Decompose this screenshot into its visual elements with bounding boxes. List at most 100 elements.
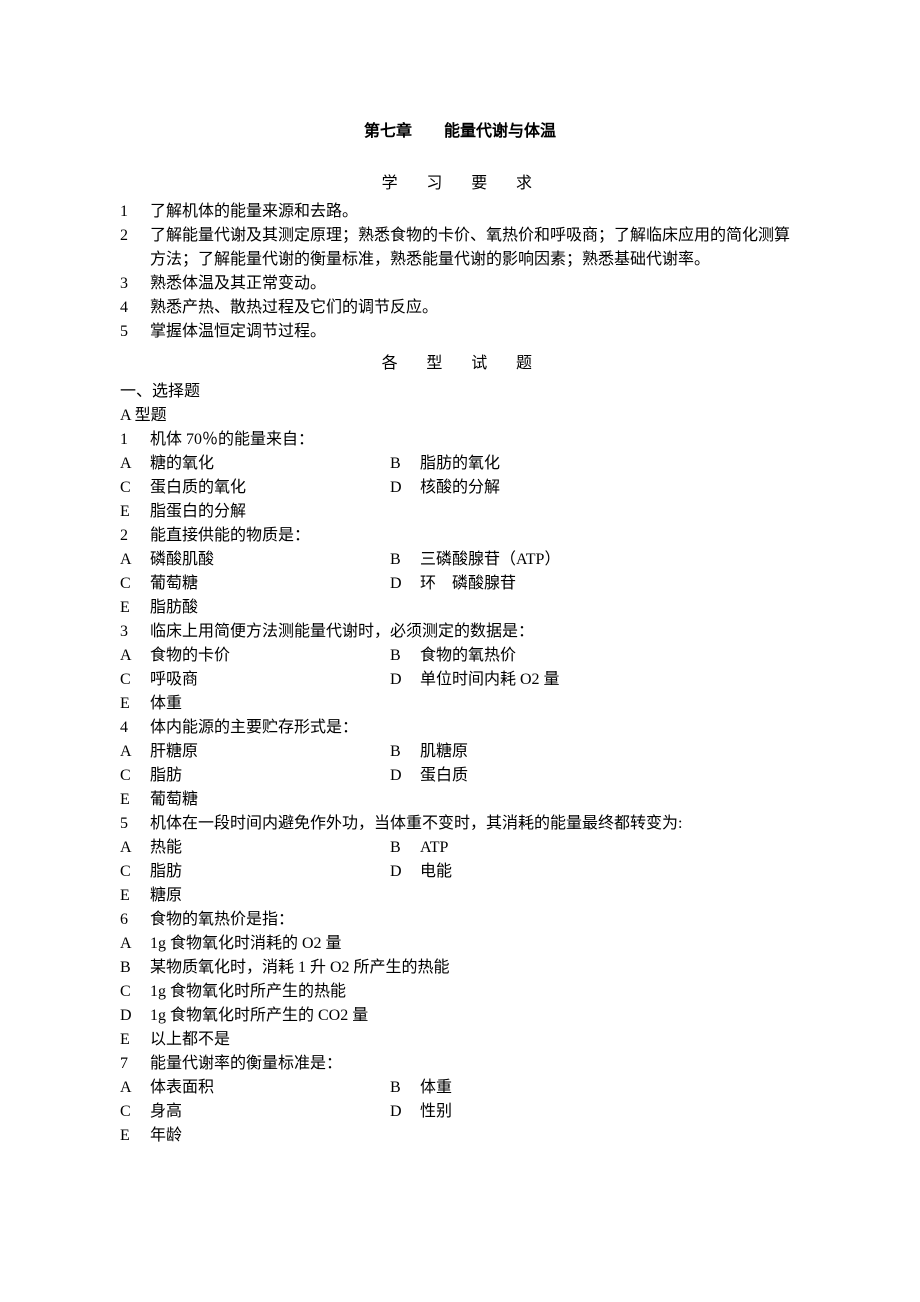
requirement-row: 2了解能量代谢及其测定原理；熟悉食物的卡价、氧热价和呼吸商；了解临床应用的简化测… [120, 224, 800, 272]
option-text: 核酸的分解 [420, 476, 800, 500]
option-letter: A [120, 452, 150, 476]
option: C呼吸商 [120, 668, 390, 692]
option-text: 1g 食物氧化时所产生的 CO2 量 [150, 1004, 800, 1028]
option-row: A磷酸肌酸B三磷酸腺苷（ATP） [120, 548, 800, 572]
option-letter: A [120, 644, 150, 668]
option-letter: E [120, 788, 150, 812]
option-letter: B [390, 548, 420, 572]
option-text: 脂肪 [150, 764, 390, 788]
option: B食物的氧热价 [390, 644, 800, 668]
option-text: 热能 [150, 836, 390, 860]
requirement-row: 1了解机体的能量来源和去路。 [120, 200, 800, 224]
option-text: 肌糖原 [420, 740, 800, 764]
option-letter: B [120, 956, 150, 980]
option-text: 体重 [150, 692, 390, 716]
option-text: 呼吸商 [150, 668, 390, 692]
option-row: D1g 食物氧化时所产生的 CO2 量 [120, 1004, 800, 1028]
option: A糖的氧化 [120, 452, 390, 476]
option-text: 年龄 [150, 1124, 390, 1148]
option-text: 1g 食物氧化时所产生的热能 [150, 980, 800, 1004]
requirement-number: 2 [120, 224, 150, 248]
question-number: 3 [120, 620, 150, 644]
option-text: 脂肪 [150, 860, 390, 884]
option-text: 糖的氧化 [150, 452, 390, 476]
option-row: A糖的氧化B脂肪的氧化 [120, 452, 800, 476]
question-stem-row: 1机体 70％的能量来自： [120, 428, 800, 452]
option-letter: D [390, 1100, 420, 1124]
question-number: 4 [120, 716, 150, 740]
option: D环 磷酸腺苷 [390, 572, 800, 596]
option-letter: A [120, 932, 150, 956]
requirement-text: 了解机体的能量来源和去路。 [150, 200, 800, 224]
option-letter: C [120, 668, 150, 692]
option-row: C身高D性别 [120, 1100, 800, 1124]
option-text: ATP [420, 836, 800, 860]
sub-heading: A 型题 [120, 404, 800, 428]
question-stem: 临床上用简便方法测能量代谢时，必须测定的数据是： [150, 620, 800, 644]
option-letter: D [390, 764, 420, 788]
option: C葡萄糖 [120, 572, 390, 596]
option: A肝糖原 [120, 740, 390, 764]
option: E脂蛋白的分解 [120, 500, 390, 524]
option-row: C1g 食物氧化时所产生的热能 [120, 980, 800, 1004]
question-stem: 能直接供能的物质是： [150, 524, 800, 548]
option-row: E葡萄糖 [120, 788, 800, 812]
option-letter: C [120, 572, 150, 596]
option-letter: C [120, 476, 150, 500]
questions-list: 1机体 70％的能量来自：A糖的氧化B脂肪的氧化C蛋白质的氧化D核酸的分解E脂蛋… [120, 428, 800, 1148]
option: C脂肪 [120, 860, 390, 884]
option: D核酸的分解 [390, 476, 800, 500]
option-text: 某物质氧化时，消耗 1 升 O2 所产生的热能 [150, 956, 800, 980]
option-text: 蛋白质的氧化 [150, 476, 390, 500]
option: D性别 [390, 1100, 800, 1124]
option-row: C葡萄糖D环 磷酸腺苷 [120, 572, 800, 596]
question-stem-row: 2能直接供能的物质是： [120, 524, 800, 548]
requirements-list: 1了解机体的能量来源和去路。2了解能量代谢及其测定原理；熟悉食物的卡价、氧热价和… [120, 200, 800, 344]
option-letter: E [120, 596, 150, 620]
option: B三磷酸腺苷（ATP） [390, 548, 800, 572]
option-text: 脂肪酸 [150, 596, 390, 620]
requirement-row: 5掌握体温恒定调节过程。 [120, 320, 800, 344]
option-row: B某物质氧化时，消耗 1 升 O2 所产生的热能 [120, 956, 800, 980]
option: A体表面积 [120, 1076, 390, 1100]
option-text: 体重 [420, 1076, 800, 1100]
option-row: A热能BATP [120, 836, 800, 860]
option-row: E脂蛋白的分解 [120, 500, 800, 524]
question-stem-row: 7能量代谢率的衡量标准是： [120, 1052, 800, 1076]
option-letter: D [390, 572, 420, 596]
option-row: A体表面积B体重 [120, 1076, 800, 1100]
question-stem-row: 6食物的氧热价是指： [120, 908, 800, 932]
option-letter: E [120, 1028, 150, 1052]
option-text: 单位时间内耗 O2 量 [420, 668, 800, 692]
option: D蛋白质 [390, 764, 800, 788]
option: E糖原 [120, 884, 390, 908]
option-row: E脂肪酸 [120, 596, 800, 620]
requirement-text: 掌握体温恒定调节过程。 [150, 320, 800, 344]
option: D电能 [390, 860, 800, 884]
option: A热能 [120, 836, 390, 860]
option-text: 环 磷酸腺苷 [420, 572, 800, 596]
option-text: 以上都不是 [150, 1028, 800, 1052]
option-letter: B [390, 836, 420, 860]
option-letter: D [390, 860, 420, 884]
question-stem: 机体 70％的能量来自： [150, 428, 800, 452]
option: A食物的卡价 [120, 644, 390, 668]
option-text: 蛋白质 [420, 764, 800, 788]
requirement-number: 3 [120, 272, 150, 296]
option-letter: C [120, 860, 150, 884]
question-number: 2 [120, 524, 150, 548]
option: E体重 [120, 692, 390, 716]
question-number: 5 [120, 812, 150, 836]
option-text: 三磷酸腺苷（ATP） [420, 548, 800, 572]
option-text: 磷酸肌酸 [150, 548, 390, 572]
option-row: C蛋白质的氧化D核酸的分解 [120, 476, 800, 500]
option-letter: C [120, 1100, 150, 1124]
question-stem: 体内能源的主要贮存形式是： [150, 716, 800, 740]
option-letter: D [390, 476, 420, 500]
question-stem-row: 5机体在一段时间内避免作外功，当体重不变时，其消耗的能量最终都转变为: [120, 812, 800, 836]
option: E年龄 [120, 1124, 390, 1148]
option-text: 食物的氧热价 [420, 644, 800, 668]
option-letter: C [120, 764, 150, 788]
question-number: 6 [120, 908, 150, 932]
option-letter: C [120, 980, 150, 1004]
